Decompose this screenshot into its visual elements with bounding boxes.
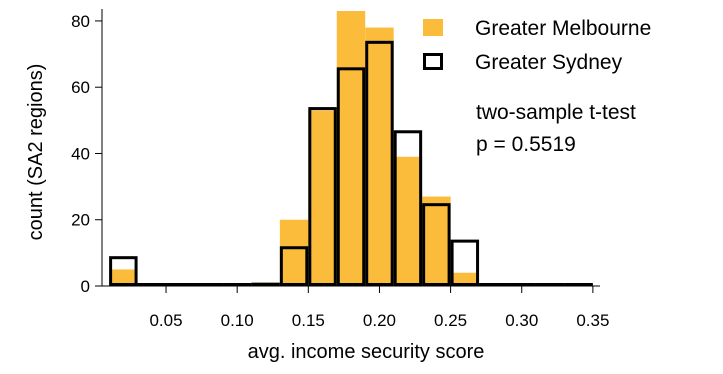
melbourne-bars <box>109 11 480 287</box>
bar-sydney <box>393 130 423 286</box>
bar-melbourne <box>365 27 394 287</box>
bar-sydney <box>564 283 593 287</box>
bar-sydney <box>479 283 508 287</box>
annotation-test-name: two-sample t-test <box>476 101 636 124</box>
x-tick-label: 0.05 <box>149 311 182 330</box>
bar-sydney <box>336 67 366 286</box>
legend-swatch-sydney <box>423 53 443 70</box>
x-tick-label: 0.35 <box>576 311 609 330</box>
y-tick-label: 60 <box>71 78 90 97</box>
bar-sydney <box>507 283 536 287</box>
bar-sydney <box>222 283 252 287</box>
bar-sydney <box>422 203 451 286</box>
bar-sydney <box>450 239 480 286</box>
x-tick-label: 0.15 <box>292 311 325 330</box>
bar-sydney <box>365 40 394 287</box>
bar-sydney <box>166 283 195 287</box>
sydney-bars <box>109 40 593 287</box>
bar-sydney <box>109 256 138 287</box>
bar-melbourne <box>109 269 138 286</box>
y-tick-label: 20 <box>71 211 90 230</box>
legend: Greater Melbourne Greater Sydney <box>423 17 651 74</box>
bar-melbourne <box>279 219 309 286</box>
x-tick-label: 0.25 <box>434 311 467 330</box>
x-axis-title: avg. income security score <box>248 341 485 363</box>
bar-melbourne <box>393 156 423 286</box>
bar-melbourne <box>422 196 451 286</box>
bar-sydney <box>194 283 223 287</box>
axes: 0 20 40 60 80 0.05 0.10 0.15 0.20 0.25 0.30 0.35 <box>71 9 609 330</box>
legend-label-sydney: Greater Sydney <box>475 51 623 74</box>
y-axis-title: count (SA2 regions) <box>25 64 47 241</box>
y-tick-label: 0 <box>81 277 90 296</box>
x-tick-label: 0.20 <box>363 311 396 330</box>
bar-melbourne <box>336 11 366 286</box>
y-tick-label: 80 <box>71 12 90 31</box>
legend-swatch-melbourne <box>423 19 443 36</box>
y-tick-label: 40 <box>71 144 90 163</box>
bar-sydney <box>535 283 565 287</box>
bar-sydney <box>137 283 167 287</box>
bar-melbourne <box>450 272 480 286</box>
bar-sydney <box>279 246 309 287</box>
legend-label-melbourne: Greater Melbourne <box>475 17 651 40</box>
bar-sydney <box>251 282 280 287</box>
x-tick-label: 0.30 <box>505 311 538 330</box>
bar-melbourne <box>308 110 337 287</box>
annotation-p-value: p = 0.5519 <box>476 133 576 156</box>
bar-sydney <box>308 107 337 286</box>
x-tick-label: 0.10 <box>221 311 254 330</box>
